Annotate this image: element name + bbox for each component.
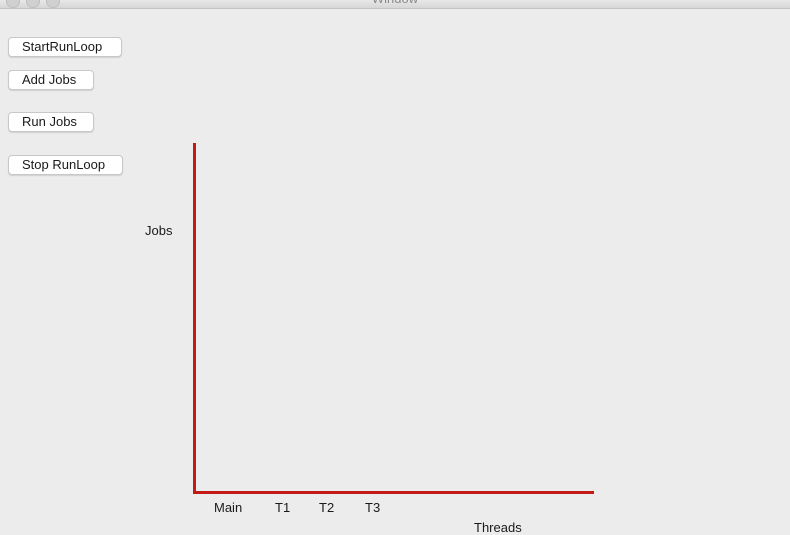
title-bar: Window [0,0,790,9]
thread-label: T2 [319,500,335,515]
stop-runloop-button[interactable]: Stop RunLoop [8,155,123,175]
thread-label: T3 [365,500,381,515]
start-runloop-button[interactable]: StartRunLoop [8,37,122,57]
y-axis-label: Jobs [145,223,173,238]
run-jobs-button[interactable]: Run Jobs [8,112,94,132]
x-axis-label: Threads [474,520,522,535]
y-axis [193,143,196,494]
window-title: Window [0,0,790,6]
add-jobs-button[interactable]: Add Jobs [8,70,94,90]
thread-label: Main [214,500,243,515]
thread-label: T1 [275,500,291,515]
x-axis [193,491,594,494]
